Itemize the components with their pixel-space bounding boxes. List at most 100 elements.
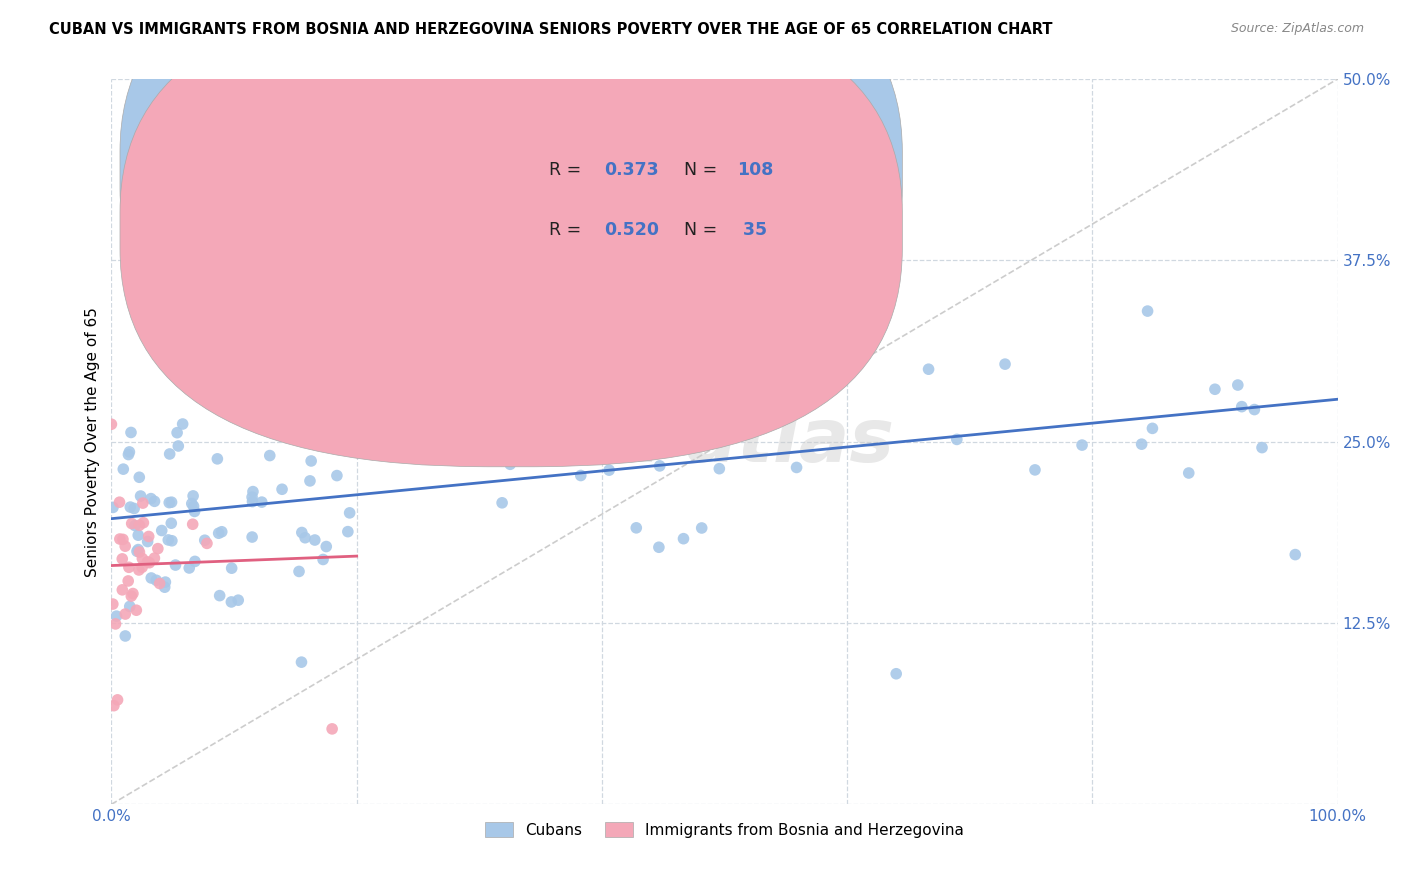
Point [1071,438,1094,452]
Point [994,357,1017,371]
Point [1130,437,1153,451]
Point [107,693,129,707]
Point [172,417,194,431]
Point [288,565,311,579]
Point [111,533,134,547]
Point [626,521,648,535]
Text: R =: R = [550,221,586,239]
Point [143,551,166,566]
Point [127,542,149,557]
Text: ZIPatlas: ZIPatlas [554,405,894,478]
Point [184,554,207,568]
Point [150,524,173,538]
Point [380,395,402,409]
Point [1284,548,1306,562]
Point [122,501,145,516]
Point [143,494,166,508]
Point [304,533,326,547]
Point [401,239,423,253]
Point [499,458,522,472]
Point [315,540,337,554]
FancyBboxPatch shape [467,126,799,268]
Point [250,495,273,509]
Point [159,447,181,461]
Text: N =: N = [685,221,723,239]
Point [101,597,124,611]
Point [131,551,153,566]
Point [153,580,176,594]
Point [321,722,343,736]
Point [149,576,172,591]
Point [104,616,127,631]
Point [672,532,695,546]
Point [160,516,183,531]
Point [724,407,747,421]
Point [145,574,167,588]
Point [183,500,205,514]
Point [208,589,231,603]
Point [270,374,292,388]
Point [271,482,294,496]
Point [211,524,233,539]
Point [294,531,316,545]
Point [160,495,183,509]
Point [1230,400,1253,414]
Point [105,609,128,624]
Point [1142,421,1164,435]
Point [946,433,969,447]
Point [118,560,141,574]
Point [179,561,201,575]
Point [139,491,162,506]
Point [290,655,312,669]
Point [569,468,592,483]
Point [1226,378,1249,392]
Point [669,409,692,424]
Point [127,528,149,542]
Point [290,145,312,159]
FancyBboxPatch shape [120,0,903,407]
Point [1251,441,1274,455]
Point [634,404,657,418]
Point [132,496,155,510]
Point [707,249,730,263]
Point [1243,402,1265,417]
Point [181,517,204,532]
Point [120,425,142,440]
Point [146,541,169,556]
Point [786,460,808,475]
Point [125,603,148,617]
Point [598,463,620,477]
Text: 0.373: 0.373 [605,161,659,179]
Point [540,413,562,427]
Point [141,571,163,585]
Text: 108: 108 [737,161,773,179]
Point [111,582,134,597]
Point [101,500,124,515]
Point [709,461,731,475]
Point [183,504,205,518]
Point [336,524,359,539]
Point [690,521,713,535]
Point [118,445,141,459]
Point [112,462,135,476]
Point [128,470,150,484]
Text: 0.520: 0.520 [605,221,659,239]
Point [326,468,349,483]
Point [120,589,142,603]
Point [128,518,150,533]
Point [103,698,125,713]
Point [155,575,177,590]
Point [136,555,159,569]
Point [436,389,458,403]
Point [125,544,148,558]
Point [1177,466,1199,480]
Point [124,518,146,533]
Point [108,532,131,546]
Point [537,437,560,451]
FancyBboxPatch shape [120,0,903,467]
Point [122,586,145,600]
Point [195,536,218,550]
Point [114,629,136,643]
Point [120,500,142,514]
Point [117,448,139,462]
